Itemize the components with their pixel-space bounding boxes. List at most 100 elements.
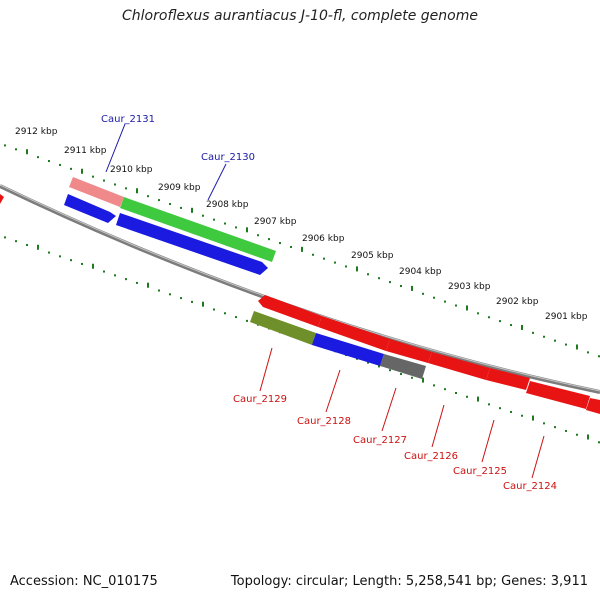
minor-tick xyxy=(433,384,435,387)
minor-tick xyxy=(4,144,6,147)
gene-arrow-caur-2130[interactable] xyxy=(120,197,276,262)
gene-arrow-fragment xyxy=(0,194,4,204)
major-tick xyxy=(356,266,358,272)
minor-tick xyxy=(158,289,160,292)
minor-tick xyxy=(114,274,116,277)
gene-arrow-red-5[interactable] xyxy=(486,368,530,390)
gene-arrow-red-7[interactable] xyxy=(586,398,600,414)
minor-tick xyxy=(136,281,138,284)
minor-tick xyxy=(246,319,248,322)
minor-tick xyxy=(543,335,545,338)
major-tick xyxy=(202,301,204,307)
gene-arrow-caur-2127[interactable] xyxy=(380,354,426,379)
gene-arrow-red-1[interactable] xyxy=(258,295,322,327)
gene-label-caur-2126[interactable]: Caur_2126 xyxy=(404,451,458,462)
minor-tick xyxy=(543,422,545,425)
minor-tick xyxy=(389,369,391,372)
minor-tick xyxy=(59,163,61,166)
genome-backbone xyxy=(0,184,600,394)
minor-tick xyxy=(180,206,182,209)
gene-arrow-red-2[interactable] xyxy=(318,316,390,351)
minor-tick xyxy=(444,388,446,391)
gene-arrow-red-6[interactable] xyxy=(526,381,590,409)
tick-label: 2905 kbp xyxy=(351,251,394,261)
gene-arrow-blue-small[interactable] xyxy=(64,194,116,223)
minor-tick xyxy=(26,243,28,246)
major-tick xyxy=(422,377,424,383)
major-tick xyxy=(246,227,248,233)
tick-label: 2907 kbp xyxy=(254,217,297,227)
minor-tick xyxy=(15,148,17,151)
minor-tick xyxy=(169,293,171,296)
gene-label-caur-2124[interactable]: Caur_2124 xyxy=(503,481,557,492)
leader-caur-2131 xyxy=(105,123,126,173)
minor-tick xyxy=(466,395,468,398)
major-tick xyxy=(301,246,303,252)
gene-arrow-caur-2129[interactable] xyxy=(250,311,316,345)
minor-tick xyxy=(510,324,512,327)
minor-tick xyxy=(345,265,347,268)
leader-caur-2126 xyxy=(431,404,445,448)
gene-arrow-caur-2131[interactable] xyxy=(69,177,124,207)
minor-tick xyxy=(499,407,501,410)
gene-label-caur-2130[interactable]: Caur_2130 xyxy=(201,152,255,163)
minor-tick xyxy=(125,187,127,190)
tick-label: 2910 kbp xyxy=(110,165,153,175)
minor-tick xyxy=(279,242,281,245)
minor-tick xyxy=(59,255,61,258)
minor-tick xyxy=(499,320,501,323)
genome-backbone-highlight xyxy=(0,184,600,392)
major-tick xyxy=(521,324,523,330)
minor-tick xyxy=(422,292,424,295)
minor-tick xyxy=(554,339,556,342)
minor-tick xyxy=(48,251,50,254)
minor-tick xyxy=(400,373,402,375)
gene-label-caur-2131[interactable]: Caur_2131 xyxy=(101,114,155,125)
minor-tick xyxy=(125,278,127,281)
leader-caur-2124 xyxy=(531,435,545,479)
major-tick xyxy=(587,434,589,440)
leader-caur-2127 xyxy=(381,387,397,432)
minor-tick xyxy=(213,218,215,221)
minor-tick xyxy=(312,253,314,256)
gene-arrow-red-3[interactable] xyxy=(386,339,432,363)
minor-tick xyxy=(532,331,534,334)
minor-tick xyxy=(213,308,215,311)
minor-tick xyxy=(147,195,149,198)
gene-arrow-caur-2128[interactable] xyxy=(312,333,384,366)
minor-tick xyxy=(521,414,523,417)
minor-tick xyxy=(81,262,83,265)
gene-label-caur-2125[interactable]: Caur_2125 xyxy=(453,466,507,477)
major-tick xyxy=(411,285,413,291)
accession-label: Accession: NC_010175 xyxy=(10,574,158,589)
gene-label-caur-2129[interactable]: Caur_2129 xyxy=(233,394,287,405)
minor-tick xyxy=(576,433,578,436)
major-tick xyxy=(37,244,39,250)
leader-caur-2128 xyxy=(325,369,341,413)
minor-tick xyxy=(70,259,72,262)
minor-tick xyxy=(48,160,50,163)
genome-title: Chloroflexus aurantiacus J-10-fl, comple… xyxy=(122,8,478,24)
tick-label: 2908 kbp xyxy=(206,200,249,210)
major-tick xyxy=(576,344,578,350)
major-tick xyxy=(147,282,149,288)
major-tick xyxy=(466,305,468,311)
minor-tick xyxy=(455,304,457,307)
tick-label: 2903 kbp xyxy=(448,282,491,292)
gene-label-caur-2127[interactable]: Caur_2127 xyxy=(353,435,407,446)
tick-label: 2906 kbp xyxy=(302,234,345,244)
tick-label: 2911 kbp xyxy=(64,146,107,156)
gene-arrow-blue-long[interactable] xyxy=(116,213,268,275)
minor-tick xyxy=(367,273,369,276)
minor-tick xyxy=(455,391,457,394)
minor-tick xyxy=(235,316,237,319)
gene-label-caur-2128[interactable]: Caur_2128 xyxy=(297,416,351,427)
major-tick xyxy=(191,207,193,213)
minor-tick xyxy=(290,245,292,248)
minor-tick xyxy=(257,234,259,237)
minor-tick xyxy=(92,175,94,178)
gene-arrow-red-4[interactable] xyxy=(428,352,490,380)
minor-tick xyxy=(202,214,204,217)
leader-caur-2125 xyxy=(481,419,495,463)
